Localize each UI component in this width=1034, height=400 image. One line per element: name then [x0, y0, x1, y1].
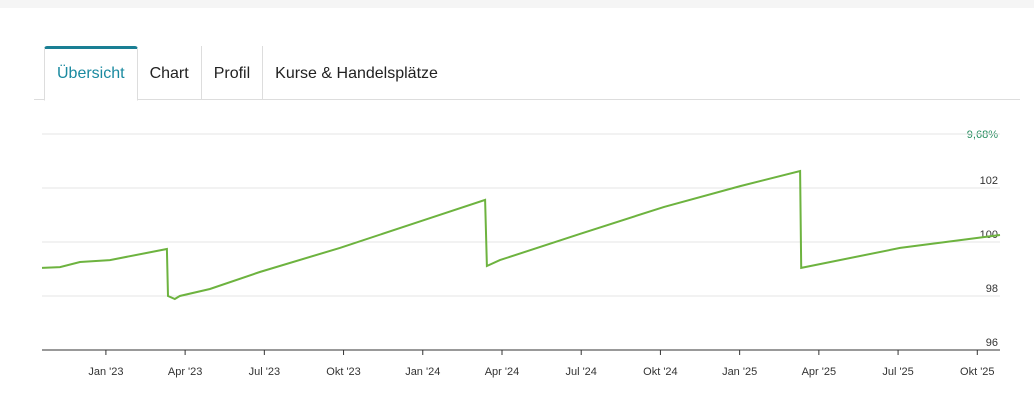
x-tick-label: Jul '23 [249, 366, 280, 378]
annotation: 9,68% [967, 129, 998, 141]
x-tick-label: Apr '25 [802, 366, 837, 378]
y-tick-label: 98 [986, 283, 998, 295]
x-tick-label: Jul '25 [882, 366, 913, 378]
x-tick-label: Jul '24 [565, 366, 596, 378]
tab[interactable]: Profil [202, 46, 264, 99]
tab[interactable]: Übersicht [44, 46, 138, 101]
x-tick-label: Apr '23 [168, 366, 203, 378]
line [41, 169, 1001, 301]
x-tick-label: Apr '24 [485, 366, 520, 378]
x-tick-label: Jan '25 [722, 366, 757, 378]
x-tick-label: Okt '23 [326, 366, 361, 378]
tab-bar: Übersicht Chart Profil Kurse & Handelspl… [34, 46, 1020, 101]
y-tick-label: 102 [980, 175, 998, 187]
tab[interactable]: Kurse & Handelsplätze [275, 65, 438, 82]
x-tick-label: Jan '23 [88, 366, 123, 378]
x-tick-label: Okt '24 [643, 366, 678, 378]
y-tick-label: 96 [986, 337, 998, 349]
x-tick-label: Okt '25 [960, 366, 995, 378]
x-tick-label: Jan '24 [405, 366, 440, 378]
top-bar [0, 0, 1034, 8]
tab[interactable]: Chart [138, 46, 202, 99]
